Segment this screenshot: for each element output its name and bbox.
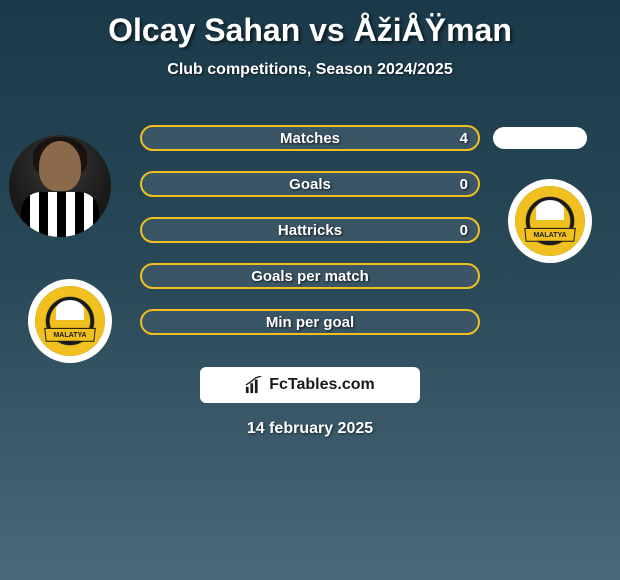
stat-label: Min per goal xyxy=(266,314,354,331)
chart-icon xyxy=(245,376,263,394)
player-jersey xyxy=(21,192,99,237)
stat-row-goals-per-match: Goals per match xyxy=(140,263,480,289)
player-left-photo xyxy=(9,135,111,237)
stat-row-matches: Matches 4 xyxy=(140,125,480,151)
team-badge-right: MALATYA xyxy=(515,186,585,256)
badge-banner-left: MALATYA xyxy=(44,328,96,342)
badge-wings-icon xyxy=(56,300,84,320)
stat-label: Hattricks xyxy=(278,222,342,239)
team-logo-left: MALATYA xyxy=(28,279,112,363)
badge-wings-icon xyxy=(536,200,564,220)
stat-row-hattricks: Hattricks 0 xyxy=(140,217,480,243)
player-head xyxy=(39,141,81,191)
comparison-title: Olcay Sahan vs ÅžiÅŸman xyxy=(0,0,620,49)
team-logo-right: MALATYA xyxy=(508,179,592,263)
stat-row-min-per-goal: Min per goal xyxy=(140,309,480,335)
fctables-label: FcTables.com xyxy=(269,376,375,394)
stat-label: Matches xyxy=(280,130,340,147)
stat-row-goals: Goals 0 xyxy=(140,171,480,197)
stats-list: Matches 4 Goals 0 Hattricks 0 Goals per … xyxy=(140,125,480,355)
stat-value-right: 0 xyxy=(460,176,468,193)
player-right-placeholder xyxy=(493,127,587,149)
badge-banner-right: MALATYA xyxy=(524,228,576,242)
season-subtitle: Club competitions, Season 2024/2025 xyxy=(0,61,620,79)
team-badge-left: MALATYA xyxy=(35,286,105,356)
stat-value-right: 0 xyxy=(460,222,468,239)
stat-value-right: 4 xyxy=(460,130,468,147)
fctables-attribution[interactable]: FcTables.com xyxy=(200,367,420,403)
stat-label: Goals xyxy=(289,176,331,193)
comparison-date: 14 february 2025 xyxy=(0,420,620,438)
stat-label: Goals per match xyxy=(251,268,369,285)
